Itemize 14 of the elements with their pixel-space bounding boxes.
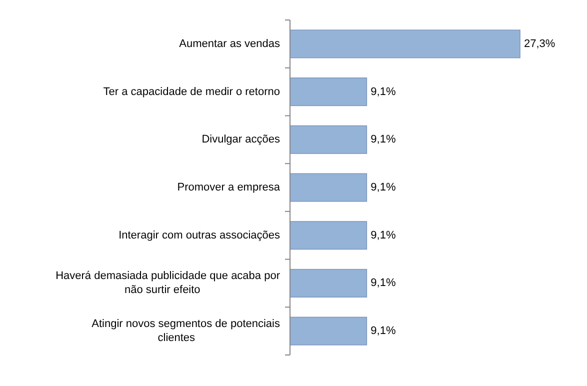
- data-label: 27,3%: [524, 38, 556, 50]
- data-label: 9,1%: [370, 277, 396, 290]
- data-label: 9,1%: [370, 134, 396, 146]
- y-tick-label: Divulgar acções: [202, 134, 280, 146]
- data-label: 9,1%: [370, 182, 396, 194]
- y-tick-label: Promover a empresa: [177, 182, 281, 194]
- y-tick-label: Aumentar as vendas: [179, 38, 280, 50]
- y-tick-label: Atingir novos segmentos de potenciais clientes: [92, 318, 280, 344]
- data-label: 9,1%: [370, 86, 396, 98]
- y-tick-label: Interagir com outras associações: [118, 229, 280, 242]
- y-tick-label: Ter a capacidade de medir o retorno: [103, 86, 280, 98]
- data-label: 9,1%: [370, 229, 396, 242]
- data-label: 9,1%: [370, 325, 396, 338]
- y-tick-label: Haverá demasiada publicidade que acaba por não surtir efeito: [56, 270, 280, 296]
